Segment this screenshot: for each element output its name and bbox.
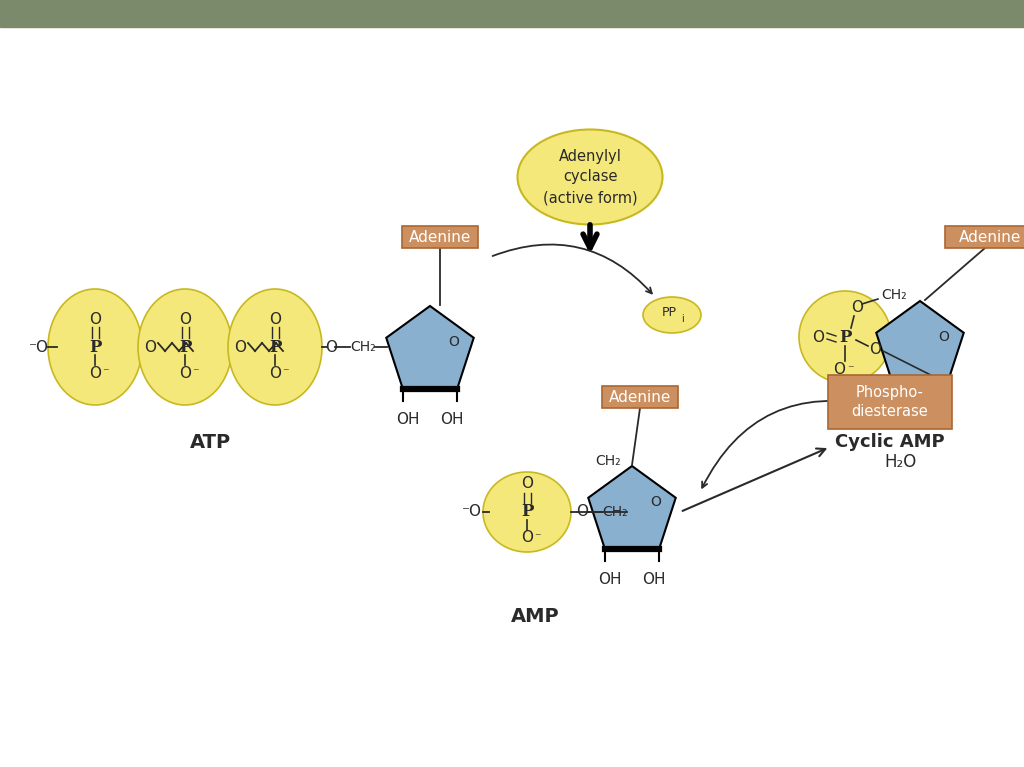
Text: O: O [449,335,460,349]
Text: ⁻: ⁻ [847,364,853,377]
Text: ⁻: ⁻ [534,532,541,545]
Text: O: O [144,340,156,354]
Text: O: O [179,366,191,380]
Text: H₂O: H₂O [884,453,916,471]
Text: ⁻: ⁻ [191,367,199,380]
Text: ATP: ATP [189,433,230,452]
Text: Adenine: Adenine [609,390,671,404]
Polygon shape [588,466,676,549]
Ellipse shape [643,297,701,333]
Ellipse shape [799,291,891,383]
Text: CH₂: CH₂ [602,505,628,519]
Text: CH₂: CH₂ [882,288,907,302]
Text: CH₂: CH₂ [350,340,376,354]
Text: O: O [269,366,281,380]
Text: Phospho-
diesterase: Phospho- diesterase [852,384,929,420]
Ellipse shape [138,289,232,405]
Ellipse shape [228,289,322,405]
Text: O: O [89,311,101,327]
Text: O: O [179,311,191,327]
Text: O: O [521,476,534,492]
Text: OH: OH [642,572,666,588]
Text: O: O [89,366,101,380]
Text: O: O [521,531,534,545]
Text: ⁻: ⁻ [282,367,289,380]
Text: P: P [179,338,191,355]
Text: Cyclic AMP: Cyclic AMP [836,433,945,451]
Text: O: O [575,505,588,519]
Text: i: i [681,314,683,324]
Text: AMP: AMP [511,607,559,627]
FancyBboxPatch shape [402,226,478,248]
Text: O: O [650,495,662,509]
Polygon shape [386,306,474,389]
Text: O: O [269,311,281,327]
Text: O: O [234,340,246,354]
Text: ⁻O: ⁻O [29,340,49,354]
Text: CH₂: CH₂ [595,454,621,468]
Text: O: O [833,363,845,377]
Text: OH: OH [598,572,622,588]
Text: Adenine: Adenine [409,229,471,245]
Polygon shape [877,301,964,384]
Text: P: P [269,338,282,355]
Text: OH: OH [440,413,464,427]
FancyBboxPatch shape [828,375,952,429]
Bar [0,0,1024,27]
Ellipse shape [517,130,663,225]
FancyBboxPatch shape [945,226,1024,248]
Text: ⁻O: ⁻O [462,505,482,519]
FancyBboxPatch shape [602,386,678,408]
Text: PP: PP [662,307,677,320]
Text: O: O [869,341,881,357]
Text: P: P [89,338,101,355]
Text: O: O [812,330,824,344]
Text: O: O [851,299,863,314]
Ellipse shape [483,472,571,552]
Text: Adenine: Adenine [958,229,1021,245]
Text: OH: OH [927,407,949,423]
Ellipse shape [48,289,142,405]
Text: ⁻: ⁻ [101,367,109,380]
Text: O: O [325,340,337,354]
Text: OH: OH [396,413,420,427]
Text: O: O [939,330,949,344]
Text: P: P [521,503,534,521]
Text: P: P [839,328,851,345]
Text: Adenylyl
cyclase
(active form): Adenylyl cyclase (active form) [543,149,637,206]
